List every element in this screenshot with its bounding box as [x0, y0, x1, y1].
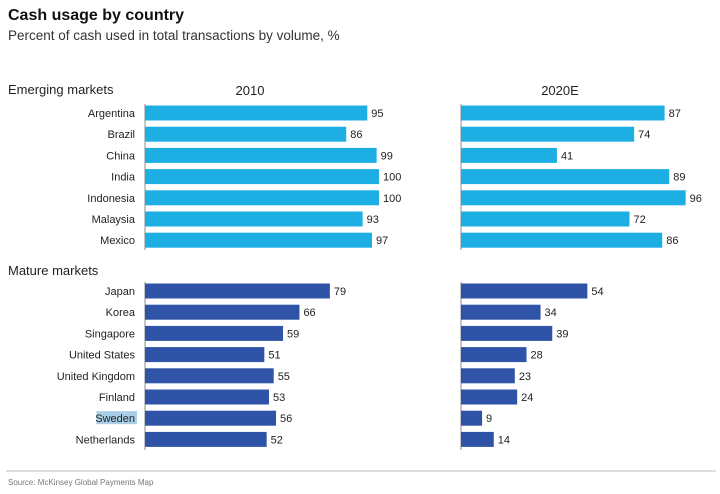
bar-sweden-2020e	[461, 410, 483, 426]
category-label-japan: Japan	[105, 286, 135, 298]
category-label-argentina: Argentina	[88, 108, 136, 120]
bar-japan-2010	[145, 283, 330, 299]
value-label-netherlands-2010: 52	[271, 434, 283, 446]
value-label-brazil-2020e: 74	[638, 129, 650, 141]
value-label-indonesia-2020e: 96	[690, 193, 702, 205]
category-label-india: India	[111, 172, 136, 184]
value-label-finland-2020e: 24	[521, 392, 533, 404]
bar-indonesia-2010	[145, 190, 379, 206]
bar-india-2010	[145, 169, 379, 185]
value-label-india-2010: 100	[383, 172, 401, 184]
value-label-united-states-2020e: 28	[531, 350, 543, 362]
bars	[145, 105, 686, 447]
bar-malaysia-2020e	[461, 211, 630, 227]
bar-china-2010	[145, 147, 377, 163]
value-labels: 95 87 86 74 99 41 100 89 100 96 93 72 97 86 79 54 66 34 59…	[268, 108, 702, 446]
category-label-united-kingdom: United Kingdom	[57, 371, 135, 383]
value-label-argentina-2020e: 87	[669, 108, 681, 120]
source-note: Source: McKinsey Global Payments Map	[8, 478, 154, 487]
bar-mexico-2010	[145, 232, 372, 248]
value-label-united-states-2010: 51	[268, 350, 280, 362]
category-label-sweden: Sweden	[95, 413, 135, 425]
value-label-malaysia-2020e: 72	[633, 214, 645, 226]
value-label-korea-2020e: 34	[545, 307, 557, 319]
value-label-sweden-2010: 56	[280, 413, 292, 425]
bar-argentina-2010	[145, 105, 368, 121]
category-label-brazil: Brazil	[107, 129, 135, 141]
bar-sweden-2010	[145, 410, 277, 426]
value-label-china-2010: 99	[381, 150, 393, 162]
group-labels: Emerging markets Mature markets	[8, 82, 114, 278]
category-label-mexico: Mexico	[100, 235, 135, 247]
bar-united-kingdom-2010	[145, 368, 274, 384]
value-label-japan-2020e: 54	[591, 286, 603, 298]
value-label-argentina-2010: 95	[371, 108, 383, 120]
panel-headers: 2010 2020E	[236, 83, 580, 98]
category-label-malaysia: Malaysia	[92, 214, 136, 226]
group-label-mature-markets: Mature markets	[8, 263, 99, 278]
bar-netherlands-2020e	[461, 431, 494, 447]
category-label-united-states: United States	[69, 350, 136, 362]
value-label-united-kingdom-2010: 55	[278, 371, 290, 383]
bar-japan-2020e	[461, 283, 588, 299]
category-label-finland: Finland	[99, 392, 135, 404]
value-label-finland-2010: 53	[273, 392, 285, 404]
value-label-singapore-2020e: 39	[556, 328, 568, 340]
category-label-china: China	[106, 150, 136, 162]
panel-header-2020e: 2020E	[541, 83, 579, 98]
bar-china-2020e	[461, 147, 557, 163]
bar-korea-2010	[145, 304, 300, 320]
category-label-korea: Korea	[106, 307, 136, 319]
bar-united-states-2020e	[461, 347, 527, 363]
bar-singapore-2010	[145, 325, 284, 341]
bar-brazil-2020e	[461, 126, 635, 142]
panel-header-2010: 2010	[236, 83, 265, 98]
bar-singapore-2020e	[461, 325, 553, 341]
bar-malaysia-2010	[145, 211, 363, 227]
category-label-indonesia: Indonesia	[87, 193, 136, 205]
value-label-indonesia-2010: 100	[383, 193, 401, 205]
category-highlight	[96, 411, 137, 425]
bar-finland-2010	[145, 389, 270, 405]
bar-united-states-2010	[145, 347, 265, 363]
bar-finland-2020e	[461, 389, 518, 405]
bar-korea-2020e	[461, 304, 541, 320]
category-label-singapore: Singapore	[85, 328, 135, 340]
value-label-brazil-2010: 86	[350, 129, 362, 141]
bar-united-kingdom-2020e	[461, 368, 515, 384]
value-label-sweden-2020e: 9	[486, 413, 492, 425]
value-label-singapore-2010: 59	[287, 328, 299, 340]
category-labels: Argentina Brazil China India Indonesia Malays…	[57, 108, 137, 446]
value-label-united-kingdom-2020e: 23	[519, 371, 531, 383]
value-label-korea-2010: 66	[303, 307, 315, 319]
chart-title: Cash usage by country	[8, 7, 184, 24]
value-label-mexico-2020e: 86	[666, 235, 678, 247]
bar-brazil-2010	[145, 126, 347, 142]
bar-mexico-2020e	[461, 232, 663, 248]
value-label-netherlands-2020e: 14	[498, 434, 510, 446]
bar-netherlands-2010	[145, 431, 267, 447]
value-label-mexico-2010: 97	[376, 235, 388, 247]
bar-india-2020e	[461, 169, 670, 185]
bar-argentina-2020e	[461, 105, 665, 121]
category-label-netherlands: Netherlands	[76, 434, 136, 446]
value-label-china-2020e: 41	[561, 150, 573, 162]
value-label-japan-2010: 79	[334, 286, 346, 298]
value-label-india-2020e: 89	[673, 172, 685, 184]
bar-indonesia-2020e	[461, 190, 686, 206]
chart-subtitle: Percent of cash used in total transactio…	[8, 28, 340, 43]
value-label-malaysia-2010: 93	[367, 214, 379, 226]
group-label-emerging-markets: Emerging markets	[8, 82, 114, 97]
